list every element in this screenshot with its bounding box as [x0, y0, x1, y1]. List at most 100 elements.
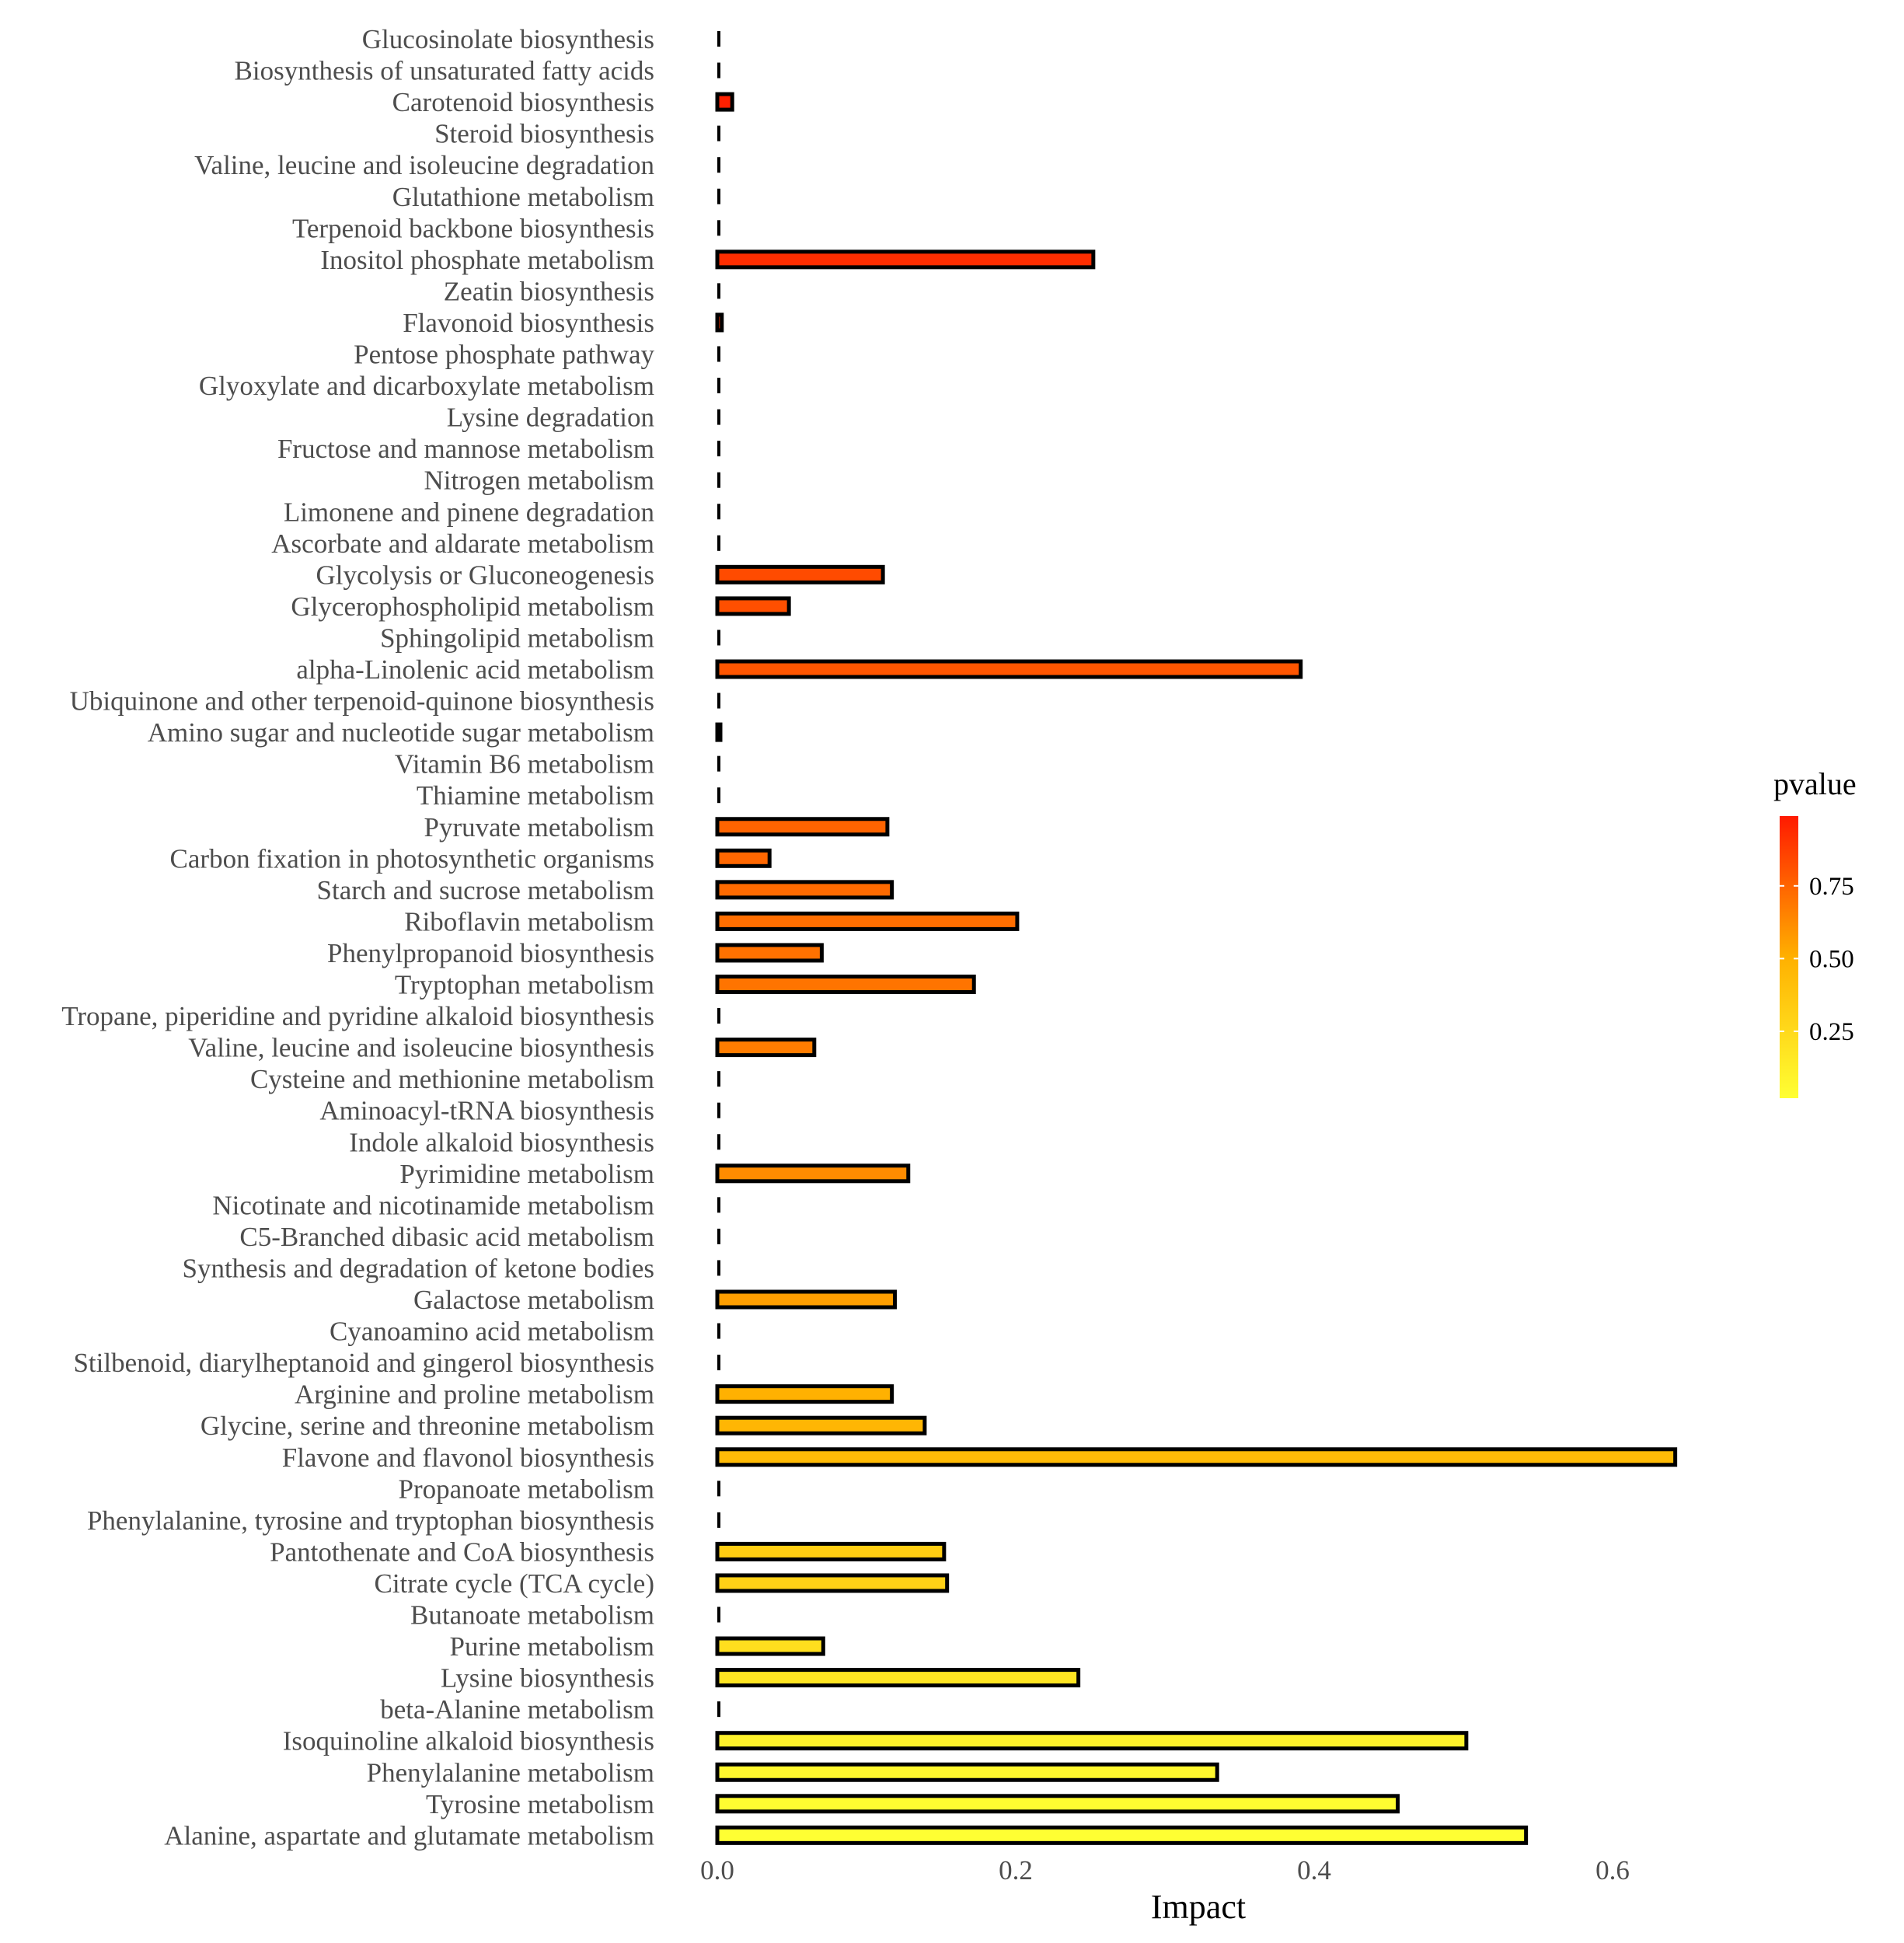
bar: [717, 1481, 720, 1497]
bar: [715, 1731, 1469, 1751]
bar: [715, 880, 894, 900]
category-label: Biosynthesis of unsaturated fatty acids: [235, 56, 654, 86]
bar: [715, 1163, 911, 1184]
category-label: Phenylpropanoid biosynthesis: [327, 938, 654, 968]
category-label: Nicotinate and nicotinamide metabolism: [212, 1190, 654, 1220]
x-axis-title: Impact: [1151, 1888, 1246, 1926]
category-label: Inositol phosphate metabolism: [320, 245, 654, 275]
bar: [717, 409, 720, 425]
bar: [715, 1384, 894, 1404]
category-label: Riboflavin metabolism: [404, 906, 654, 937]
category-label: Aminoacyl-tRNA biosynthesis: [319, 1096, 654, 1126]
category-label: Pyruvate metabolism: [424, 812, 654, 842]
category-label: Arginine and proline metabolism: [295, 1380, 654, 1410]
category-label: Pantothenate and CoA biosynthesis: [270, 1537, 654, 1567]
category-label: Flavone and flavonol biosynthesis: [282, 1442, 654, 1473]
bar: [715, 1794, 1400, 1814]
legend: pvalue 0.75 0.50 0.25: [1773, 766, 1857, 1098]
category-label: Alanine, aspartate and glutamate metabol…: [164, 1820, 654, 1851]
bar: [717, 378, 720, 394]
bar: [715, 1289, 897, 1310]
category-label: Glycerophospholipid metabolism: [291, 591, 654, 622]
bar: [717, 346, 720, 362]
category-label: beta-Alanine metabolism: [380, 1694, 654, 1725]
bar: [715, 1541, 947, 1561]
category-label: Glycolysis or Gluconeogenesis: [316, 560, 654, 590]
category-label: Tyrosine metabolism: [426, 1789, 654, 1819]
bar: [715, 249, 1096, 270]
bar: [717, 220, 720, 236]
bar: [717, 188, 720, 204]
bar: [715, 1415, 927, 1435]
x-axis: 0.0 0.2 0.4 0.6: [700, 1855, 1630, 1885]
x-tick-label: 0.2: [999, 1855, 1033, 1885]
category-label: Amino sugar and nucleotide sugar metabol…: [148, 717, 654, 748]
bar: [717, 283, 720, 299]
category-label: Ascorbate and aldarate metabolism: [271, 528, 654, 559]
bar: [715, 92, 734, 112]
category-label: Fructose and mannose metabolism: [277, 434, 654, 464]
category-label: Nitrogen metabolism: [424, 466, 654, 496]
bar: [717, 472, 720, 488]
category-label: Flavonoid biosynthesis: [403, 308, 654, 338]
category-label: Purine metabolism: [450, 1631, 654, 1662]
category-label: Limonene and pinene degradation: [284, 497, 654, 527]
bar: [717, 1134, 720, 1150]
legend-tick-label: 0.50: [1809, 945, 1854, 973]
bar: [717, 787, 720, 804]
category-label: Glutathione metabolism: [392, 182, 654, 212]
bar: [717, 630, 720, 646]
category-label: Galactose metabolism: [413, 1285, 654, 1315]
bar: [717, 1355, 720, 1371]
bar: [715, 312, 724, 333]
bar: [717, 1071, 720, 1087]
bar: [717, 1197, 720, 1213]
category-label: Ubiquinone and other terpenoid-quinone b…: [70, 686, 654, 717]
category-label: Lysine biosynthesis: [441, 1663, 654, 1694]
category-label: C5-Branched dibasic acid metabolism: [239, 1222, 654, 1252]
category-label: Valine, leucine and isoleucine biosynthe…: [188, 1033, 654, 1063]
bar: [717, 1323, 720, 1339]
bar: [717, 157, 720, 173]
category-label: alpha-Linolenic acid metabolism: [296, 654, 654, 685]
bar: [715, 1038, 817, 1058]
bar: [717, 62, 720, 78]
bar: [717, 1102, 720, 1118]
category-label: Stilbenoid, diarylheptanoid and gingerol…: [73, 1348, 654, 1378]
bar: [717, 1512, 720, 1528]
category-label: Citrate cycle (TCA cycle): [374, 1568, 654, 1599]
x-tick-label: 0.6: [1595, 1855, 1630, 1885]
bar: [715, 817, 890, 837]
category-label: Valine, leucine and isoleucine degradati…: [194, 150, 654, 180]
category-label: Steroid biosynthesis: [434, 119, 654, 149]
bar: [715, 564, 885, 584]
category-label: Isoquinoline alkaloid biosynthesis: [283, 1726, 654, 1756]
category-label: Glyoxylate and dicarboxylate metabolism: [199, 371, 654, 401]
category-label: Phenylalanine, tyrosine and tryptophan b…: [87, 1505, 654, 1536]
bars: [715, 31, 1678, 1845]
category-label: Terpenoid backbone biosynthesis: [292, 213, 654, 243]
category-label: Zeatin biosynthesis: [444, 276, 654, 306]
x-tick-label: 0.0: [700, 1855, 734, 1885]
bar: [717, 441, 720, 457]
legend-colorbar: [1780, 816, 1798, 1098]
bar: [715, 1447, 1678, 1467]
legend-tick-label: 0.75: [1809, 873, 1854, 901]
bar: [717, 31, 720, 47]
category-label: Thiamine metabolism: [417, 780, 654, 811]
bar: [715, 659, 1303, 679]
bar: [717, 504, 720, 520]
bar: [715, 596, 791, 616]
bar: [717, 1606, 720, 1623]
category-label: Tryptophan metabolism: [395, 970, 654, 1000]
category-label: Cyanoamino acid metabolism: [330, 1317, 654, 1347]
bar: [717, 692, 720, 709]
bar: [717, 1701, 720, 1718]
legend-tick-label: 0.25: [1809, 1018, 1854, 1046]
category-label: Sphingolipid metabolism: [380, 623, 654, 653]
category-label: Starch and sucrose metabolism: [317, 875, 654, 905]
category-label: Pyrimidine metabolism: [399, 1159, 654, 1189]
category-label: Carbon fixation in photosynthetic organi…: [170, 843, 654, 874]
bar: [717, 125, 720, 141]
